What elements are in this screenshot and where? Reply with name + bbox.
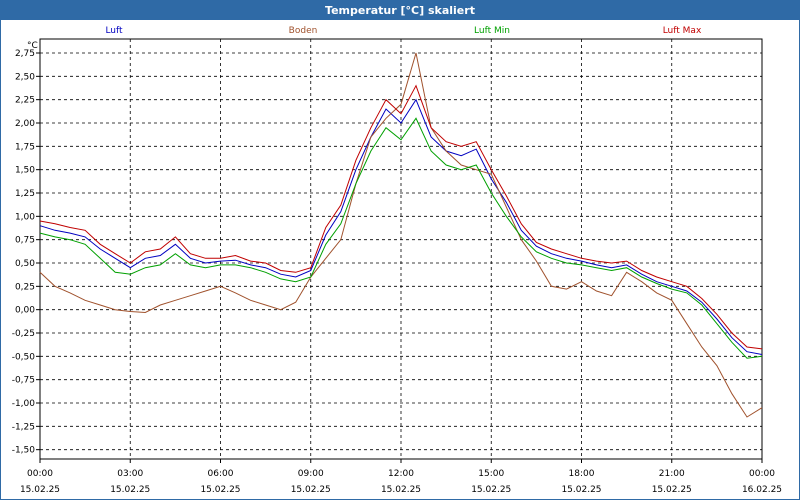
series-line-luft-min	[39, 117, 763, 359]
y-tick-label: 0,25	[15, 282, 35, 292]
legend-luft: Luft	[105, 26, 123, 36]
y-tick-label: 1,00	[15, 212, 35, 222]
y-tick-label: 2,25	[15, 96, 35, 106]
y-tick-label: 1,25	[15, 189, 35, 199]
x-tick-labels: 00:00 15.02.25 03:00 15.02.25 06:00 15.02.25 0…	[20, 459, 782, 495]
x-tick-time: 00:00	[27, 469, 53, 479]
x-tick-time: 21:00	[659, 469, 685, 479]
x-tick-time: 18:00	[569, 469, 595, 479]
x-tick-time: 03:00	[117, 469, 143, 479]
x-tick-date: 15.02.25	[200, 485, 240, 495]
x-tick-date: 15.02.25	[110, 485, 150, 495]
y-tick-label: 1,75	[15, 142, 35, 152]
legend-luft-max: Luft Max	[663, 26, 702, 36]
x-tick-date: 15.02.25	[471, 485, 511, 495]
y-axis-unit: °C	[27, 41, 38, 51]
x-tick-time: 15:00	[478, 469, 504, 479]
legend-luft-min: Luft Min	[474, 26, 510, 36]
y-tick-label: -1,25	[12, 422, 35, 432]
y-tick-label: 2,50	[15, 72, 35, 82]
x-tick-date: 15.02.25	[20, 485, 60, 495]
x-tick-date: 16.02.25	[742, 485, 782, 495]
y-tick-label: 0,00	[15, 306, 35, 316]
y-tick-label: 0,75	[15, 236, 35, 246]
y-tick-label: -0,25	[12, 329, 35, 339]
x-tick-time: 12:00	[388, 469, 414, 479]
y-tick-label: 2,75	[15, 49, 35, 59]
y-tick-label: -1,50	[12, 446, 36, 456]
y-tick-label: 2,00	[15, 119, 35, 129]
y-tick-label: -0,50	[12, 352, 36, 362]
x-tick-time: 00:00	[749, 469, 775, 479]
y-tick-label: 0,50	[15, 259, 35, 269]
series-line-luft-max	[39, 84, 763, 350]
legend-boden: Boden	[289, 26, 318, 36]
x-tick-date: 15.02.25	[561, 485, 601, 495]
x-tick-date: 15.02.25	[652, 485, 692, 495]
y-tick-label: 1,50	[15, 166, 35, 176]
series-line-luft	[39, 98, 763, 355]
y-tick-labels: -1,50 -1,25 -1,00 -0,75 -0,50 -0,25 0,00 0,25 0,…	[12, 49, 40, 456]
x-tick-date: 15.02.25	[381, 485, 421, 495]
x-tick-date: 15.02.25	[291, 485, 331, 495]
series-line-boden	[39, 52, 763, 418]
series-lines	[39, 52, 763, 418]
y-tick-label: -0,75	[12, 376, 35, 386]
grid	[40, 39, 762, 459]
y-tick-label: -1,00	[12, 399, 36, 409]
legend: Luft Boden Luft Min Luft Max	[105, 26, 702, 36]
x-tick-time: 09:00	[298, 469, 324, 479]
x-tick-time: 06:00	[208, 469, 234, 479]
window-title: Temperatur [°C] skaliert	[1, 1, 799, 20]
